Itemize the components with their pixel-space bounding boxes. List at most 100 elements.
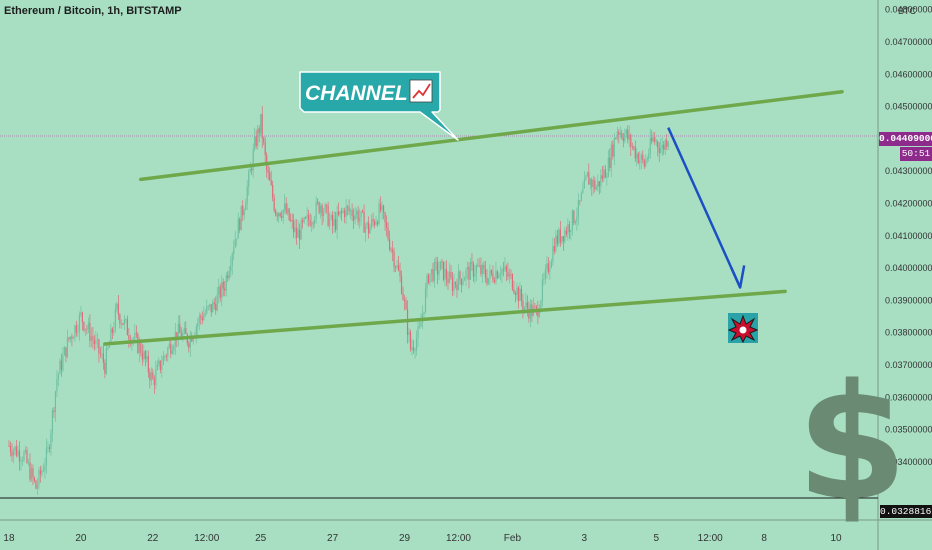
unit-label: BTC (898, 6, 916, 16)
x-tick-label: 12:00 (446, 533, 471, 544)
candle-body (408, 331, 410, 335)
candle-body (511, 274, 514, 290)
candle-body (486, 277, 488, 284)
candle-body (48, 447, 51, 450)
candle-body (495, 271, 497, 283)
candle-body (321, 205, 323, 216)
y-tick-label: 0.03400000 (885, 457, 932, 467)
candle-body (558, 229, 560, 244)
candle-body (161, 364, 163, 370)
chart-up-icon (409, 79, 433, 103)
candle-body (417, 326, 419, 339)
candle-body (156, 364, 158, 370)
candle-body (514, 292, 517, 296)
candle-body (649, 137, 651, 154)
y-tick-label: 0.03900000 (885, 295, 932, 305)
candle-body (89, 322, 91, 341)
candle-body (120, 323, 122, 325)
candle-body (276, 214, 278, 217)
candle-body (209, 304, 211, 307)
y-tick-label: 0.04700000 (885, 37, 932, 47)
candle-body (69, 336, 72, 340)
candle-body (468, 266, 470, 280)
candle-body (203, 314, 205, 321)
candle-body (63, 347, 66, 356)
collision-icon (727, 313, 759, 344)
candle-body (122, 323, 124, 325)
candle-body (14, 446, 16, 451)
candle-body (288, 208, 290, 220)
candle-body (282, 209, 284, 218)
channel-lower-line (103, 289, 787, 346)
candle-body (170, 343, 172, 354)
candle-body (270, 180, 272, 185)
candle-body (27, 462, 30, 464)
candle-body (15, 446, 18, 456)
candle-body (116, 303, 118, 310)
candle-body (366, 222, 368, 226)
candle-body (33, 477, 36, 481)
y-tick-label: 0.03600000 (885, 392, 932, 402)
forecast-arrow-head (730, 265, 746, 289)
candle-body (477, 265, 479, 267)
candle-timer-badge: 50:51 (900, 147, 932, 161)
candle-body (213, 302, 215, 305)
candle-body (333, 218, 335, 226)
candle-body (571, 210, 573, 231)
candle-body (293, 220, 295, 233)
candle-body (499, 274, 502, 276)
candle-body (311, 222, 313, 226)
x-tick-label: 12:00 (698, 533, 723, 544)
candle-body (400, 276, 403, 294)
candle-body (390, 249, 392, 250)
y-tick-label: 0.04100000 (885, 231, 932, 241)
candle-body (302, 220, 304, 223)
candle-body (402, 293, 404, 300)
candle-body (92, 336, 94, 340)
candle-body (504, 266, 506, 270)
candle-body (17, 450, 19, 456)
candle-body (655, 141, 657, 143)
candle-body (376, 221, 379, 224)
candle-body (454, 282, 457, 285)
candle-body (393, 251, 395, 267)
candle-body (222, 282, 224, 289)
candle-body (221, 282, 223, 298)
candle-body (363, 212, 365, 233)
collision-core (739, 326, 747, 334)
candle-body (168, 343, 170, 349)
candle-body (496, 271, 499, 279)
candle-body (465, 270, 467, 279)
candle-body (538, 310, 540, 317)
candle-body (634, 146, 636, 159)
candle-body (379, 203, 382, 211)
candle-body (164, 356, 166, 357)
candle-body (12, 450, 15, 456)
candle-body (528, 308, 530, 319)
candle-body (405, 301, 407, 310)
candle-body (254, 136, 256, 150)
candle-body (397, 265, 400, 271)
candle-body (438, 270, 440, 275)
candle-body (101, 353, 103, 355)
candle-body (654, 136, 656, 142)
candle-body (375, 221, 377, 225)
candle-body (108, 343, 110, 348)
candle-body (281, 216, 283, 218)
candle-body (260, 114, 262, 134)
candle-body (388, 239, 391, 250)
candle-body (158, 360, 160, 365)
candle-body (472, 263, 475, 277)
candle-body (285, 203, 287, 214)
candle-body (448, 272, 451, 283)
candle-body (330, 215, 332, 219)
candle-body (198, 316, 200, 323)
candle-body (60, 360, 63, 371)
candle-body (42, 470, 45, 472)
candle-body (382, 205, 385, 213)
dollar-icon: $ (796, 349, 907, 536)
candle-body (520, 288, 523, 301)
candle-body (666, 140, 668, 147)
candle-body (54, 391, 57, 413)
